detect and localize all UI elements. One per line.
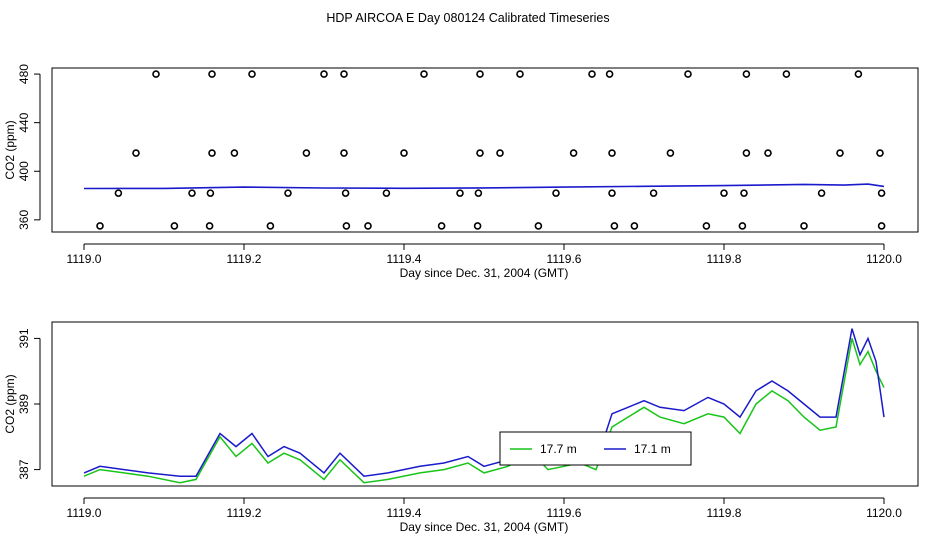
data-point [320, 70, 328, 78]
x-tick-label: 1119.2 [227, 506, 262, 520]
data-point [266, 222, 275, 230]
data-point [476, 70, 484, 78]
data-point [608, 149, 616, 157]
data-point [302, 149, 311, 157]
x-tick-label: 1120.0 [866, 252, 902, 266]
data-point [552, 189, 560, 197]
x-tick-label: 1119.2 [227, 252, 262, 266]
data-point [420, 70, 428, 78]
data-point [877, 222, 886, 230]
y-tick-label: 389 [17, 394, 31, 414]
y-tick-label: 360 [17, 210, 31, 230]
data-point [800, 222, 808, 230]
x-axis-label: Day since Dec. 31, 2004 (GMT) [400, 520, 569, 534]
x-tick-label: 1119.8 [707, 252, 742, 266]
data-point [534, 222, 543, 230]
data-point [400, 149, 408, 157]
y-axis-label: CO2 (ppm) [3, 374, 17, 433]
x-tick-label: 1120.0 [866, 506, 902, 520]
data-point [608, 189, 616, 197]
data-point [605, 70, 614, 78]
x-tick-label: 1119.0 [67, 506, 102, 520]
data-point [740, 189, 748, 197]
data-point [742, 149, 751, 157]
data-point [341, 189, 350, 197]
data-point [569, 149, 578, 157]
data-point [205, 222, 214, 230]
data-point [876, 149, 884, 157]
data-point [208, 70, 216, 78]
legend-label: 17.7 m [540, 442, 577, 456]
data-point [666, 149, 675, 157]
data-point [817, 189, 826, 197]
y-axis-label: CO2 (ppm) [3, 120, 17, 179]
data-point [764, 149, 772, 157]
plot-frame [51, 321, 919, 487]
x-axis-label: Day since Dec. 31, 2004 (GMT) [400, 266, 569, 280]
data-point [248, 70, 256, 78]
data-point [630, 222, 639, 230]
data-point [152, 70, 160, 78]
data-point [854, 70, 863, 78]
series-line-a [83, 338, 885, 484]
top-panel-co2-calibration-scatter: 1119.0 1119.2 1119.4 1119.6 1119.8 1120.0 Day … [3, 64, 919, 280]
data-point [684, 70, 692, 78]
y-tick-label: 480 [17, 64, 31, 84]
data-point [188, 189, 196, 197]
data-point [742, 70, 751, 78]
data-point [473, 222, 482, 230]
y-tick-label: 387 [17, 459, 31, 479]
data-point [836, 149, 844, 157]
bottom-panel-co2-timeseries: 1119.0 1119.2 1119.4 1119.6 1119.8 1120.0 Day … [3, 321, 919, 534]
data-point [702, 222, 711, 230]
x-tick-label: 1119.6 [547, 506, 582, 520]
data-point [474, 189, 483, 197]
data-point [496, 149, 504, 157]
data-point [132, 149, 140, 157]
data-point [96, 222, 104, 230]
figure-title: HDP AIRCOA E Day 080124 Calibrated Times… [326, 11, 609, 25]
data-point [877, 189, 886, 197]
data-point [340, 70, 348, 78]
data-point [284, 189, 292, 197]
data-point [720, 189, 728, 197]
data-point [456, 189, 464, 197]
plot-frame [51, 67, 919, 233]
data-point [437, 222, 446, 230]
data-point [230, 149, 239, 157]
data-point [342, 222, 351, 230]
data-point [588, 70, 596, 78]
x-tick-label: 1119.4 [387, 506, 422, 520]
data-point [382, 189, 391, 197]
data-point [610, 222, 619, 230]
y-tick-label: 391 [17, 328, 31, 348]
x-tick-label: 1119.0 [67, 252, 102, 266]
legend: 17.7 m 17.1 m [499, 431, 692, 466]
data-point [782, 70, 791, 78]
data-point [516, 70, 524, 78]
data-point [340, 149, 348, 157]
y-tick-label: 440 [17, 112, 31, 132]
data-point [206, 189, 215, 197]
data-point [170, 222, 179, 230]
data-point [364, 222, 372, 230]
data-point [476, 149, 484, 157]
x-tick-label: 1119.6 [547, 252, 582, 266]
x-tick-label: 1119.8 [707, 506, 742, 520]
legend-label: 17.1 m [634, 442, 671, 456]
data-point [114, 189, 123, 197]
data-point [738, 222, 747, 230]
data-point [208, 149, 216, 157]
data-point [649, 189, 658, 197]
x-tick-label: 1119.4 [387, 252, 422, 266]
y-tick-label: 400 [17, 161, 31, 181]
series-line-b [83, 328, 885, 477]
series-line [83, 183, 885, 190]
